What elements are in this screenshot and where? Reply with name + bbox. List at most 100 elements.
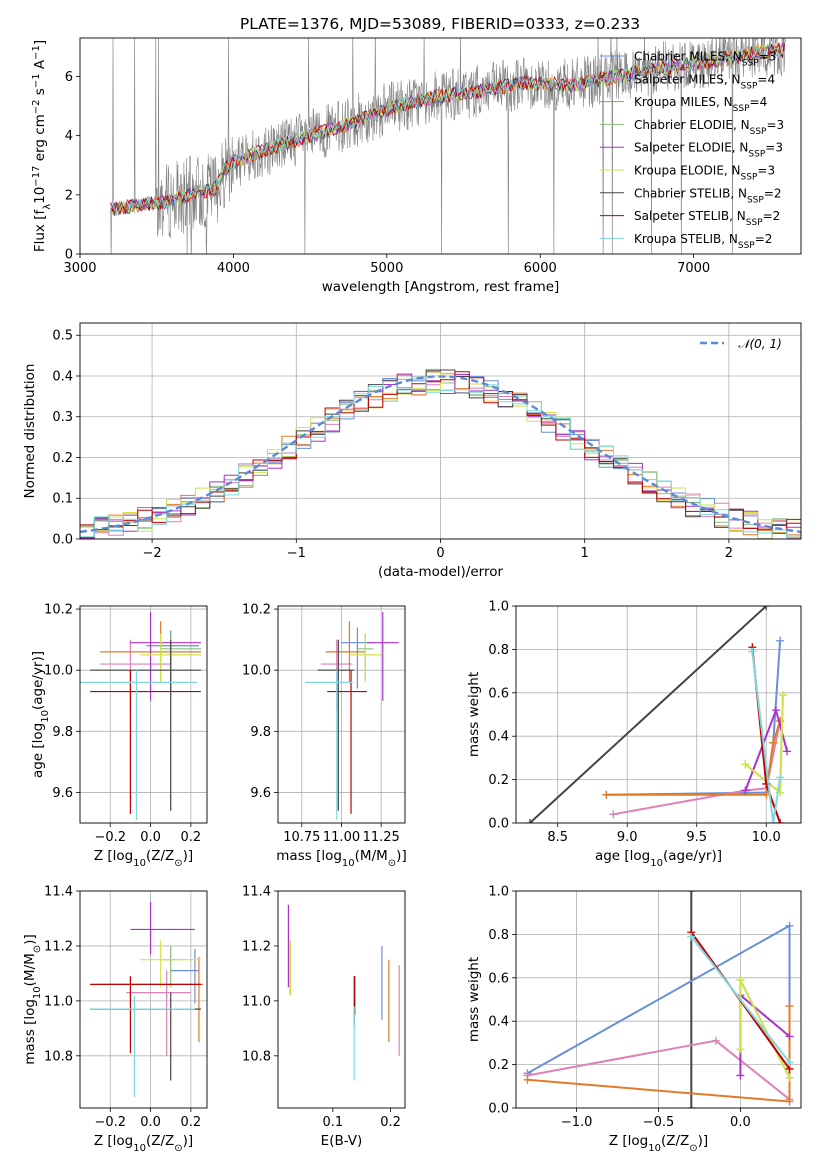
x-tick-label: 0.2 bbox=[181, 1115, 202, 1130]
y-tick-label: 0.0 bbox=[488, 817, 509, 832]
plot-area bbox=[525, 606, 792, 823]
age-vs-metallicity-panel: −0.2 0.0 0.2 9.6 9.8 10.0 10.2 Z [log10(Z/Z⊙)] a… bbox=[30, 603, 208, 869]
mass-weight-marker bbox=[769, 738, 778, 747]
x-tick-label: 8.5 bbox=[547, 830, 568, 845]
observed-spectrum-line bbox=[110, 38, 786, 254]
y-tick-label: 0.2 bbox=[488, 773, 509, 788]
plot-area bbox=[523, 891, 794, 1108]
figure-title: PLATE=1376, MJD=53089, FIBERID=0333, z=0… bbox=[240, 15, 640, 33]
y-tick-label: 4 bbox=[65, 129, 73, 144]
y-tick-label: 0.1 bbox=[52, 492, 73, 507]
legend-entry-label: Chabrier STELIB, NSSP=2 bbox=[634, 186, 782, 205]
x-tick-label: −0.2 bbox=[94, 1115, 126, 1130]
mass-weight-line bbox=[529, 606, 767, 823]
y-tick-label: 11.4 bbox=[242, 885, 271, 900]
y-tick-label: 0 bbox=[65, 248, 73, 263]
mass-weight-marker bbox=[741, 760, 750, 769]
y-tick-label: 9.6 bbox=[52, 786, 73, 801]
normal-distribution-curve bbox=[80, 375, 801, 534]
y-tick-label: 11.2 bbox=[242, 939, 271, 954]
y-tick-label: 9.8 bbox=[250, 725, 271, 740]
y-tick-label: 9.6 bbox=[250, 786, 271, 801]
mass-weight-line bbox=[606, 720, 782, 796]
legend: Chabrier MILES, NSSP=3 Salpeter MILES, NS… bbox=[600, 50, 784, 251]
axes-frame bbox=[79, 37, 802, 255]
mass-weight-marker bbox=[776, 636, 785, 645]
age-vs-mass-panel: 10.75 11.00 11.25 9.6 9.8 10.0 10.2 mass [log10… bbox=[242, 603, 407, 869]
y-tick-label: 10.8 bbox=[242, 1049, 271, 1064]
y-tick-label: 11.2 bbox=[44, 939, 73, 954]
y-tick-label: 9.8 bbox=[52, 725, 73, 740]
legend-entry-label: Salpeter STELIB, NSSP=2 bbox=[634, 209, 780, 228]
x-tick-label: 3000 bbox=[63, 261, 96, 276]
mass-weight-marker bbox=[736, 1071, 745, 1080]
x-tick-label: −2 bbox=[143, 546, 162, 561]
plot-area bbox=[110, 38, 786, 254]
x-tick-label: −0.5 bbox=[643, 1115, 675, 1130]
y-axis-label: Flux [fλ10−17 erg cm−2 s−1 A−1] bbox=[31, 40, 53, 252]
mass-weight-marker bbox=[785, 1097, 794, 1106]
legend-entry-label: Kroupa STELIB, NSSP=2 bbox=[634, 232, 772, 251]
mass-weight-marker bbox=[785, 1073, 794, 1082]
y-tick-label: 0.0 bbox=[488, 1102, 509, 1117]
residual-histogram-step bbox=[80, 369, 801, 538]
mass-weight-marker bbox=[687, 932, 696, 941]
legend-entry-label: Kroupa MILES, NSSP=4 bbox=[634, 95, 767, 114]
mass-weight-marker bbox=[776, 819, 785, 823]
mass-weight-marker bbox=[748, 647, 757, 656]
mass-weight-line bbox=[751, 651, 782, 823]
x-axis-label: mass [log10(M/M⊙)] bbox=[276, 848, 406, 869]
legend-entry-label: Salpeter ELODIE, NSSP=3 bbox=[634, 141, 783, 160]
y-tick-label: 0.6 bbox=[488, 971, 509, 986]
x-tick-label: 9.0 bbox=[617, 830, 638, 845]
mass-weight-line bbox=[690, 935, 791, 1064]
y-tick-label: 10.8 bbox=[44, 1049, 73, 1064]
mass-weight-marker bbox=[785, 1002, 794, 1011]
x-tick-label: 4000 bbox=[217, 261, 250, 276]
legend-entry-label: Salpeter MILES, NSSP=4 bbox=[634, 72, 775, 91]
x-tick-label: 7000 bbox=[677, 261, 710, 276]
y-tick-label: 0.0 bbox=[52, 533, 73, 548]
x-tick-label: 0.0 bbox=[140, 1115, 161, 1130]
mass-weight-marker bbox=[785, 1058, 794, 1067]
plot-area bbox=[90, 901, 203, 1098]
x-axis-label: E(B-V) bbox=[321, 1133, 363, 1149]
x-axis-label: Z [log10(Z/Z⊙)] bbox=[609, 1133, 708, 1154]
x-tick-label: 10.75 bbox=[283, 830, 320, 845]
y-tick-label: 0.4 bbox=[488, 730, 509, 745]
mass-weight-marker bbox=[736, 1045, 745, 1054]
y-axis-label: mass weight bbox=[466, 672, 482, 757]
x-axis-label: age [log10(age/yr)] bbox=[595, 848, 722, 869]
y-tick-label: 0.5 bbox=[52, 329, 73, 344]
mass-weight-marker bbox=[609, 810, 618, 819]
mass-weight-marker bbox=[785, 921, 794, 930]
legend-entry-label: 𝒩(0, 1) bbox=[738, 337, 782, 351]
mass-weight-marker bbox=[776, 773, 785, 782]
y-tick-label: 1.0 bbox=[488, 885, 509, 900]
x-tick-label: 11.00 bbox=[323, 830, 360, 845]
mass-weight-marker bbox=[687, 1104, 696, 1108]
x-tick-label: 2 bbox=[725, 546, 733, 561]
weight-vs-age-panel: 8.5 9.0 9.5 10.0 0.0 0.2 0.4 0.6 0.8 1.0 age [log1… bbox=[466, 600, 802, 869]
x-tick-label: 0.2 bbox=[181, 830, 202, 845]
axes-frame bbox=[79, 890, 208, 1109]
mass-weight-marker bbox=[736, 975, 745, 984]
y-tick-label: 10.2 bbox=[242, 603, 271, 618]
x-tick-label: 1 bbox=[581, 546, 589, 561]
y-tick-label: 6 bbox=[65, 70, 73, 85]
axes-frame bbox=[79, 605, 208, 824]
legend-entry-label: Chabrier ELODIE, NSSP=3 bbox=[634, 118, 784, 137]
residual-histogram-step bbox=[80, 376, 801, 539]
mass-weight-marker bbox=[783, 747, 792, 756]
x-axis-label: (data-model)/error bbox=[378, 564, 504, 580]
axes-frame bbox=[277, 890, 406, 1109]
x-tick-label: −1 bbox=[287, 546, 306, 561]
mass-weight-marker bbox=[711, 1036, 720, 1045]
y-tick-label: 0.3 bbox=[52, 410, 73, 425]
y-tick-label: 2 bbox=[65, 188, 73, 203]
x-tick-label: 0.2 bbox=[380, 1115, 401, 1130]
y-tick-label: 10.0 bbox=[44, 664, 73, 679]
mass-vs-metallicity-panel: −0.2 0.0 0.2 10.8 11.0 11.2 11.4 Z [log10(Z/Z⊙)… bbox=[22, 885, 208, 1154]
x-tick-label: 0.0 bbox=[140, 830, 161, 845]
